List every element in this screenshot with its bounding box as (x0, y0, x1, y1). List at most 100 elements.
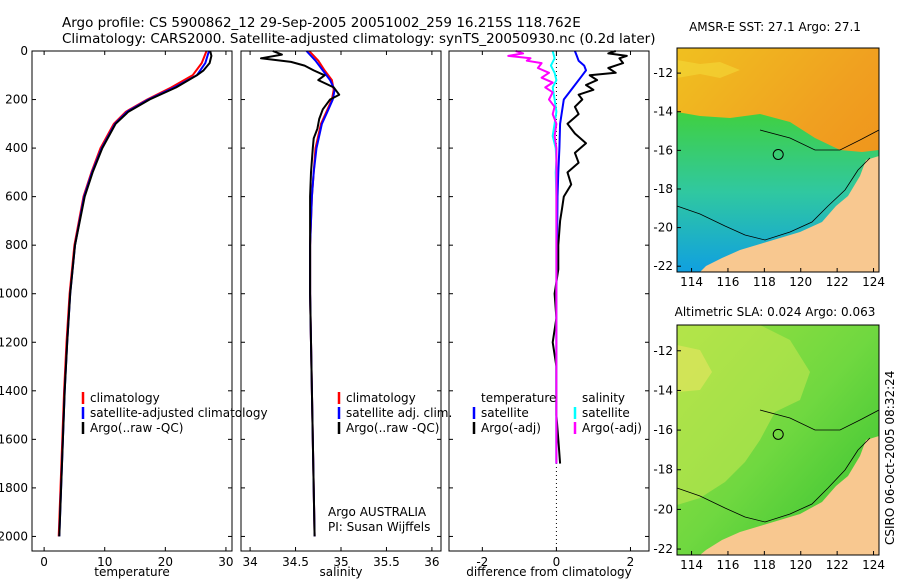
temperature-legend: climatology satellite-adjusted climatolo… (81, 391, 268, 435)
y-tick-label: 1800 (0, 481, 28, 495)
x-axis-label: temperature (94, 565, 169, 579)
difference-legend: temperature satellite Argo(-adj) salinit… (472, 391, 642, 435)
map-x-tick-label: 118 (753, 558, 776, 572)
series-line-satellite-adjusted-climatology (58, 50, 210, 537)
x-axis-label: difference from climatology (466, 565, 632, 579)
legend-label-sal-satellite: satellite (582, 406, 630, 420)
map-x-tick-label: 116 (717, 275, 740, 289)
axes-frame (31, 50, 233, 552)
map-x-tick-label: 122 (826, 558, 849, 572)
argo-australia-label: Argo AUSTRALIA (328, 505, 427, 519)
x-tick-label: 35 (333, 555, 348, 569)
sla-map-title: Altimetric SLA: 0.024 Argo: 0.063 (675, 305, 876, 319)
y-tick-label: 1000 (0, 287, 28, 301)
axes-frame (240, 50, 442, 552)
x-tick-label: 34.5 (282, 555, 309, 569)
timestamp: CSIRO 06-Oct-2005 08:32:24 (883, 371, 897, 545)
map-y-tick-label: -14 (653, 383, 673, 397)
map-y-tick-label: -14 (653, 105, 673, 119)
legend-heading-salinity: salinity (582, 391, 625, 405)
y-tick-label: 400 (5, 141, 28, 155)
sla-high-patch (677, 345, 712, 392)
map-x-tick-label: 114 (680, 275, 703, 289)
map-y-tick-label: -22 (653, 542, 673, 556)
y-tick-label: 800 (5, 238, 28, 252)
legend-label-climatology: climatology (346, 391, 416, 405)
x-tick-label: 30 (218, 555, 233, 569)
map-frame (676, 324, 880, 556)
y-tick-label: 1600 (0, 432, 28, 446)
map-y-tick-label: -22 (653, 259, 673, 273)
sst-map-title: AMSR-E SST: 27.1 Argo: 27.1 (689, 20, 861, 34)
series-line-temperature-argo-adj- (551, 50, 628, 464)
legend-label-argo: Argo(..raw -QC) (90, 421, 183, 435)
y-tick-label: 600 (5, 190, 28, 204)
axes-frame (448, 50, 650, 552)
series-line-argo-raw-qc- (58, 50, 213, 537)
map-y-tick-label: -18 (653, 182, 673, 196)
map-y-tick-label: -12 (653, 344, 673, 358)
legend-heading-temperature: temperature (481, 391, 556, 405)
sst-map (676, 47, 880, 273)
map-x-tick-label: 122 (826, 275, 849, 289)
map-x-tick-label: 116 (717, 558, 740, 572)
x-tick-label: 36 (424, 555, 439, 569)
x-tick-label: -2 (476, 555, 488, 569)
header-line-1: Argo profile: CS 5900862_12 29-Sep-2005 … (62, 15, 581, 31)
series-line-salinity-argo-adj- (507, 50, 558, 464)
map-frame (676, 47, 880, 273)
salinity-panel: 34 34.5 35 35.5 36 salinity (240, 50, 442, 579)
map-x-tick-label: 120 (789, 275, 812, 289)
map-x-tick-label: 118 (753, 275, 776, 289)
map-x-tick-label: 124 (862, 275, 885, 289)
map-y-tick-label: -20 (653, 502, 673, 516)
legend-label-satellite: satellite adj. clim. (346, 406, 452, 420)
isobath-contour (676, 437, 871, 523)
legend-label-temp-satellite: satellite (481, 406, 529, 420)
y-tick-label: 200 (5, 93, 28, 107)
x-tick-label: 0 (553, 555, 561, 569)
salinity-legend: climatology satellite adj. clim. Argo(..… (328, 391, 452, 534)
legend-label-temp-argo: Argo(-adj) (481, 421, 541, 435)
legend-label-satellite: satellite-adjusted climatology (90, 406, 268, 420)
legend-label-argo: Argo(..raw -QC) (346, 421, 439, 435)
y-tick-label: 2000 (0, 529, 28, 543)
sst-warm-patch (677, 60, 740, 78)
map-ticks: 114 116 118 120 122 124 -12 -14 -16 -18 -20 -22 114 1… (653, 66, 885, 572)
sla-map (676, 324, 880, 556)
x-tick-label: 20 (158, 555, 173, 569)
legend-label-sal-argo: Argo(-adj) (582, 421, 642, 435)
map-y-tick-label: -16 (653, 423, 673, 437)
map-x-tick-label: 124 (862, 558, 885, 572)
land (700, 156, 879, 272)
land (700, 436, 879, 555)
map-y-tick-label: -20 (653, 221, 673, 235)
float-location-marker (772, 148, 784, 160)
map-x-tick-label: 120 (789, 558, 812, 572)
y-tick-label: 1400 (0, 384, 28, 398)
temperature-panel: 0 10 20 30 temperature 0 200 400 600 800 1000 1200 1… (0, 44, 234, 579)
series-line-argo-raw-qc- (260, 50, 341, 537)
x-axis-label: salinity (319, 565, 362, 579)
isobath-contour (759, 129, 880, 151)
map-y-tick-label: -12 (653, 66, 673, 80)
legend-label-climatology: climatology (90, 391, 160, 405)
x-tick-label: 34 (242, 555, 257, 569)
x-tick-label: 10 (97, 555, 112, 569)
y-tick-label: 0 (20, 44, 28, 58)
map-y-tick-label: -18 (653, 463, 673, 477)
isobath-contour (676, 157, 871, 241)
map-x-tick-label: 114 (680, 558, 703, 572)
x-tick-label: 2 (627, 555, 635, 569)
isobath-contour (759, 409, 880, 431)
header-line-2: Climatology: CARS2000. Satellite-adjuste… (62, 31, 655, 47)
x-tick-label: 35.5 (373, 555, 400, 569)
series-line-climatology (57, 50, 208, 537)
float-location-marker (772, 428, 784, 440)
x-tick-label: 0 (40, 555, 48, 569)
pi-label: PI: Susan Wijffels (328, 520, 430, 534)
y-tick-label: 1200 (0, 335, 28, 349)
map-y-tick-label: -16 (653, 143, 673, 157)
